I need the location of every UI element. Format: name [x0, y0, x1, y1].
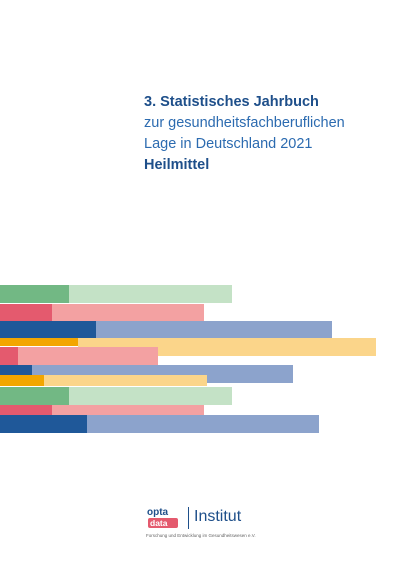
bar-blue-dark	[0, 321, 96, 339]
bar-red-light	[18, 347, 158, 365]
logo-brand-top: opta	[147, 507, 169, 518]
opta-data-logo-icon: opta data	[147, 507, 178, 528]
bar-orange-dark	[0, 375, 44, 386]
bar-blue-dark	[0, 415, 87, 433]
bar-red-dark	[0, 347, 18, 365]
bar-blue-light	[96, 321, 332, 339]
bar-red-light	[52, 405, 204, 415]
bar-blue-light	[87, 415, 319, 433]
logo-brand-bottom: data	[150, 518, 168, 528]
bar-orange-dark	[0, 338, 78, 346]
bar-green-dark	[0, 285, 69, 303]
bar-blue-dark	[0, 365, 32, 375]
title-line-1: 3. Statistisches Jahrbuch	[144, 94, 319, 110]
bar-red-dark	[0, 304, 52, 322]
bar-green-dark	[0, 387, 69, 405]
title-line-2: zur gesundheitsfachberuflichen	[144, 115, 345, 131]
bar-red-light	[52, 304, 204, 322]
bar-orange-light	[44, 375, 207, 386]
cover-title: 3. Statistisches Jahrbuch zur gesundheit…	[144, 92, 394, 176]
bar-red-dark	[0, 405, 52, 415]
logo-divider	[188, 507, 189, 529]
opta-data-institut-logo: opta data Institut Forschung und Entwick…	[146, 505, 266, 547]
logo-tagline: Forschung und Entwicklung im Gesundheits…	[146, 533, 256, 538]
title-line-4: Heilmittel	[144, 157, 210, 173]
bar-green-light	[69, 285, 232, 303]
logo-institut-text: Institut	[194, 508, 242, 525]
title-line-3: Lage in Deutschland 2021	[144, 136, 313, 152]
bar-green-light	[69, 387, 232, 405]
